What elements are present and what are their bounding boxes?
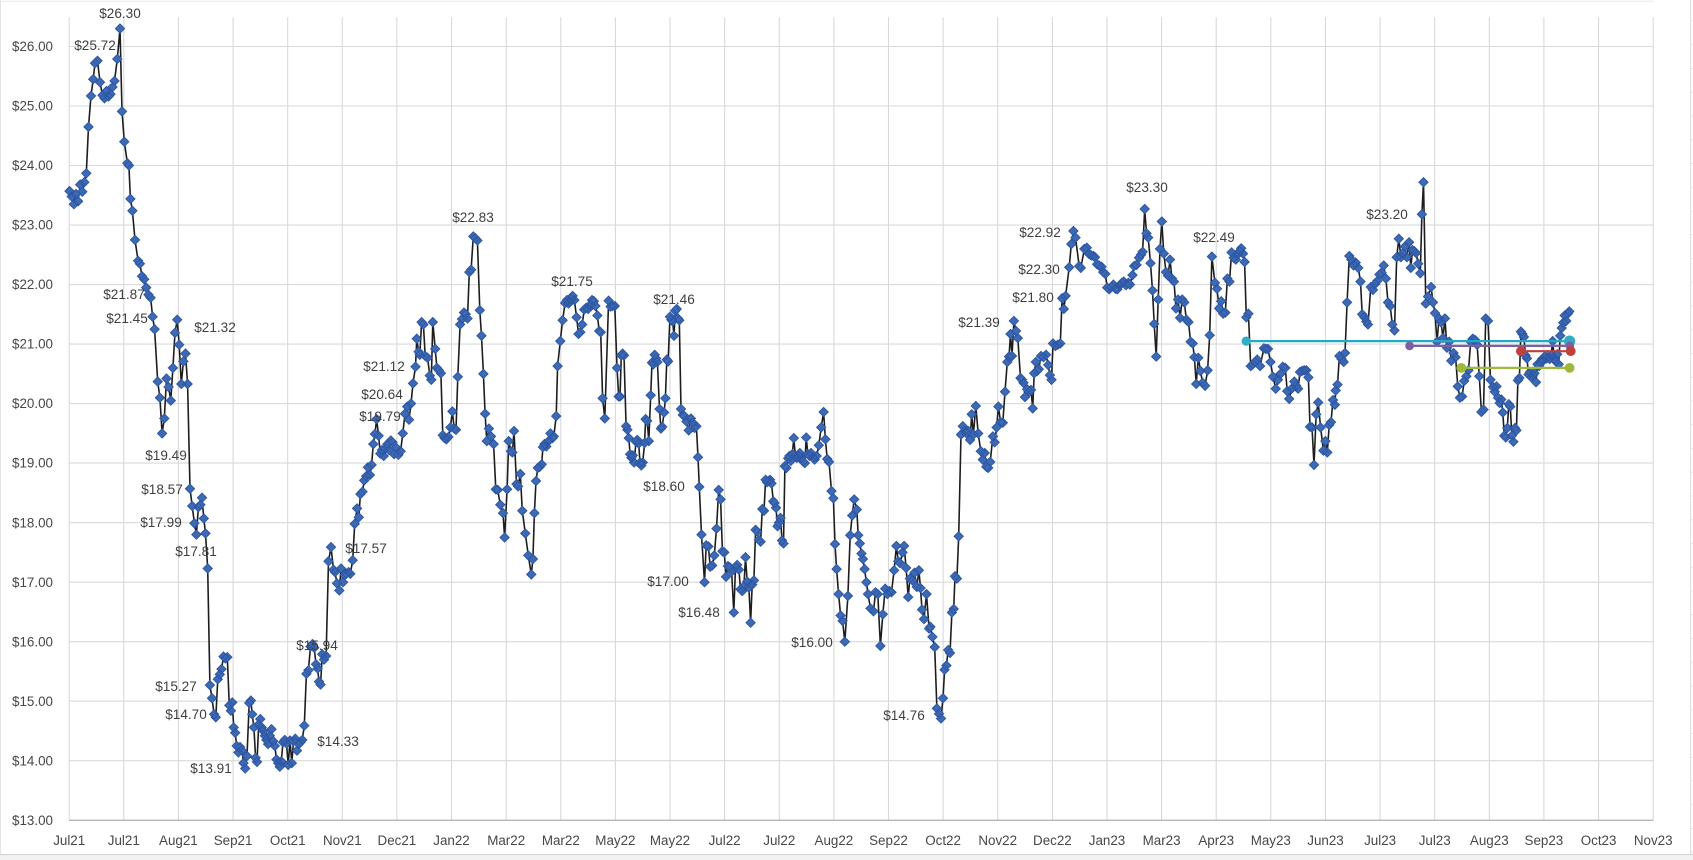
svg-text:$17.00: $17.00 — [647, 574, 689, 589]
svg-text:$17.57: $17.57 — [345, 541, 387, 556]
svg-text:$21.45: $21.45 — [106, 311, 148, 326]
svg-text:Jan23: Jan23 — [1089, 833, 1125, 848]
svg-text:$15.27: $15.27 — [155, 679, 197, 694]
svg-text:$24.00: $24.00 — [12, 158, 53, 173]
svg-text:$22.92: $22.92 — [1019, 225, 1061, 240]
svg-text:Dec21: Dec21 — [378, 833, 417, 848]
svg-text:May23: May23 — [1251, 833, 1291, 848]
svg-text:May22: May22 — [650, 833, 690, 848]
svg-text:Mar23: Mar23 — [1143, 833, 1181, 848]
svg-text:$21.32: $21.32 — [194, 320, 236, 335]
svg-text:$17.00: $17.00 — [12, 575, 53, 590]
svg-text:$23.00: $23.00 — [12, 218, 53, 233]
svg-text:$26.30: $26.30 — [99, 6, 141, 21]
svg-text:$17.99: $17.99 — [140, 515, 182, 530]
svg-text:Aug21: Aug21 — [159, 833, 198, 848]
svg-text:Mar22: Mar22 — [487, 833, 525, 848]
svg-text:Jul21: Jul21 — [53, 833, 85, 848]
svg-text:$14.00: $14.00 — [12, 753, 53, 768]
svg-text:Sep23: Sep23 — [1525, 833, 1564, 848]
svg-text:$21.00: $21.00 — [12, 337, 53, 352]
svg-text:$13.00: $13.00 — [12, 813, 53, 828]
svg-text:$21.80: $21.80 — [1012, 290, 1054, 305]
svg-text:$23.30: $23.30 — [1126, 180, 1168, 195]
svg-text:Oct23: Oct23 — [1581, 833, 1617, 848]
svg-text:Nov21: Nov21 — [323, 833, 362, 848]
svg-text:$18.00: $18.00 — [12, 515, 53, 530]
svg-text:Sep22: Sep22 — [869, 833, 908, 848]
svg-text:$17.81: $17.81 — [175, 544, 217, 559]
svg-text:$19.00: $19.00 — [12, 456, 53, 471]
svg-text:$22.30: $22.30 — [1018, 262, 1060, 277]
svg-text:Jul22: Jul22 — [763, 833, 795, 848]
svg-text:$19.79: $19.79 — [359, 409, 401, 424]
svg-text:Jul23: Jul23 — [1364, 833, 1396, 848]
svg-text:$21.12: $21.12 — [363, 359, 405, 374]
svg-text:Aug23: Aug23 — [1470, 833, 1509, 848]
svg-text:Nov23: Nov23 — [1634, 833, 1673, 848]
svg-text:$14.76: $14.76 — [883, 708, 925, 723]
svg-text:Apr23: Apr23 — [1198, 833, 1234, 848]
svg-text:$14.70: $14.70 — [165, 707, 207, 722]
svg-text:Jan22: Jan22 — [433, 833, 469, 848]
svg-text:$13.91: $13.91 — [190, 761, 232, 776]
svg-text:$21.46: $21.46 — [653, 292, 695, 307]
svg-text:Oct22: Oct22 — [925, 833, 961, 848]
svg-text:$16.00: $16.00 — [12, 634, 53, 649]
svg-text:$26.00: $26.00 — [12, 39, 53, 54]
svg-text:Aug22: Aug22 — [815, 833, 854, 848]
svg-text:$18.57: $18.57 — [141, 482, 183, 497]
svg-text:$19.49: $19.49 — [145, 448, 187, 463]
svg-text:Dec22: Dec22 — [1033, 833, 1072, 848]
svg-text:Jul21: Jul21 — [108, 833, 140, 848]
svg-text:$18.60: $18.60 — [643, 479, 685, 494]
svg-text:Jul23: Jul23 — [1419, 833, 1451, 848]
svg-text:Jun23: Jun23 — [1307, 833, 1343, 848]
svg-text:Sep21: Sep21 — [214, 833, 253, 848]
svg-text:$15.00: $15.00 — [12, 694, 53, 709]
svg-text:$21.75: $21.75 — [551, 274, 593, 289]
svg-text:$21.87: $21.87 — [103, 287, 145, 302]
svg-text:$16.48: $16.48 — [678, 605, 720, 620]
svg-text:$16.00: $16.00 — [791, 635, 833, 650]
svg-text:$20.64: $20.64 — [361, 387, 403, 402]
svg-text:$25.72: $25.72 — [74, 38, 116, 53]
svg-text:$22.83: $22.83 — [452, 210, 494, 225]
svg-text:$22.00: $22.00 — [12, 277, 53, 292]
svg-text:Oct21: Oct21 — [270, 833, 306, 848]
svg-text:Mar22: Mar22 — [542, 833, 580, 848]
svg-text:Jul22: Jul22 — [709, 833, 741, 848]
svg-text:$25.00: $25.00 — [12, 99, 53, 114]
svg-text:$23.20: $23.20 — [1366, 207, 1408, 222]
svg-text:$15.94: $15.94 — [296, 638, 338, 653]
svg-text:$14.33: $14.33 — [317, 734, 359, 749]
svg-text:$21.39: $21.39 — [958, 315, 1000, 330]
svg-text:Nov22: Nov22 — [978, 833, 1017, 848]
svg-text:$22.49: $22.49 — [1193, 230, 1235, 245]
svg-text:May22: May22 — [595, 833, 635, 848]
svg-text:$20.00: $20.00 — [12, 396, 53, 411]
